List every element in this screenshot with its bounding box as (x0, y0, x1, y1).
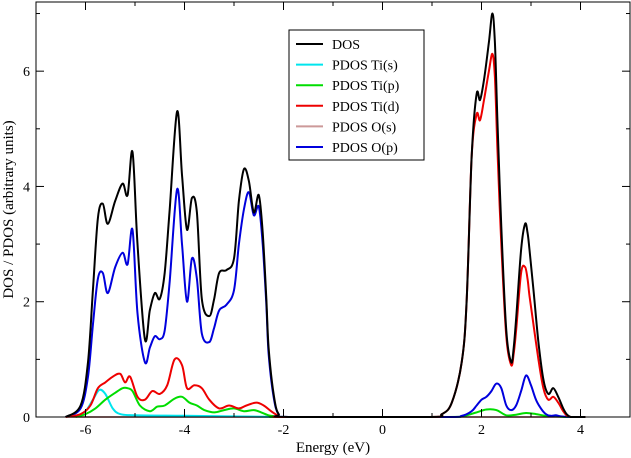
series-layer (65, 12, 586, 419)
legend-label: PDOS Ti(p) (332, 79, 400, 94)
x-tick-label: -6 (80, 423, 92, 438)
series-line-0 (65, 12, 586, 419)
legend: DOS PDOS Ti(s) PDOS Ti(p) PDOS Ti(d) PDOS O(… (288, 29, 425, 161)
x-tick-label: -4 (179, 423, 191, 438)
series-line-5 (65, 187, 571, 419)
legend-label: DOS (332, 38, 360, 53)
legend-label: PDOS O(s) (332, 120, 397, 135)
legend-box (288, 29, 425, 161)
x-tick-label: 0 (379, 423, 386, 438)
y-tick-label: 4 (23, 180, 30, 195)
legend-label: PDOS O(p) (332, 141, 398, 156)
y-tick-label: 6 (23, 65, 30, 80)
x-axis-label: Energy (eV) (296, 440, 370, 456)
y-axis-label: DOS / PDOS (arbitrary units) (1, 120, 17, 298)
y-tick-label: 2 (23, 296, 30, 311)
x-tick-label: 2 (478, 423, 485, 438)
x-tick-label: 4 (577, 423, 584, 438)
y-tick-label: 0 (23, 411, 30, 426)
legend-label: PDOS Ti(s) (332, 59, 398, 74)
legend-label: PDOS Ti(d) (332, 100, 400, 115)
x-tick-label: -2 (278, 423, 290, 438)
ticks-layer: -6 -4 -2 0 2 4 0 2 4 6 (23, 2, 631, 438)
